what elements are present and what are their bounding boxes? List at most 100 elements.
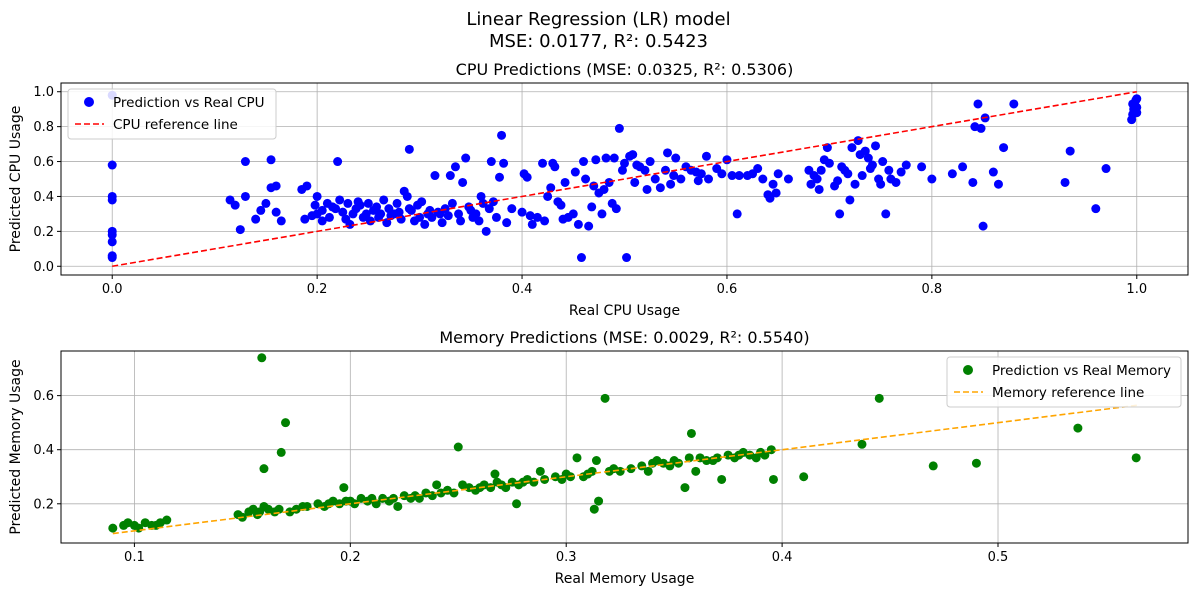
scatter-point — [361, 209, 371, 219]
scatter-point — [478, 198, 488, 208]
y-tick-label: 0.6 — [33, 389, 54, 404]
scatter-point — [107, 160, 117, 170]
scatter-point — [540, 216, 550, 226]
scatter-point — [474, 216, 484, 226]
scatter-point — [874, 393, 884, 403]
legend-box — [946, 356, 1182, 408]
scatter-point — [499, 158, 509, 168]
scatter-point — [591, 155, 601, 165]
scatter-point — [806, 179, 816, 189]
y-axis-label: Predicted Memory Usage — [8, 359, 24, 534]
scatter-point — [543, 191, 553, 201]
scatter-point — [392, 198, 402, 208]
scatter-point — [734, 171, 744, 181]
scatter-point — [824, 158, 834, 168]
x-tick-label: 0.8 — [922, 282, 943, 297]
scatter-point — [722, 155, 732, 165]
scatter-point — [863, 153, 873, 163]
scatter-point — [669, 171, 679, 181]
x-tick-label: 0.2 — [307, 282, 328, 297]
axes-frame — [60, 350, 1189, 544]
scatter-point — [704, 174, 714, 184]
scatter-point — [522, 172, 532, 182]
scatter-point — [396, 214, 406, 224]
scatter-point — [660, 165, 670, 175]
legend-label-line: Memory reference line — [992, 385, 1144, 401]
scatter-point — [394, 207, 404, 217]
scatter-point — [402, 191, 412, 201]
scatter-point — [461, 153, 471, 163]
scatter-point — [620, 158, 629, 168]
scatter-point — [702, 456, 712, 466]
scatter-point — [1073, 423, 1083, 433]
scatter-point — [363, 198, 373, 208]
legend-label-scatter: Prediction vs Real CPU — [113, 95, 265, 111]
scatter-point — [271, 207, 281, 217]
scatter-point — [717, 474, 727, 484]
scatter-point — [529, 477, 539, 487]
scatter-point — [453, 442, 463, 452]
scatter-point — [857, 439, 867, 449]
scatter-point — [484, 204, 494, 214]
scatter-point — [1065, 146, 1075, 156]
scatter-point — [857, 171, 867, 181]
scatter-point — [450, 162, 460, 172]
y-tick-label: 0.8 — [33, 120, 54, 135]
scatter-point — [814, 184, 824, 194]
scatter-point — [771, 188, 781, 198]
x-tick-label: 0.4 — [772, 550, 793, 565]
scatter-point — [630, 177, 640, 187]
x-axis-label: Real CPU Usage — [569, 303, 680, 319]
scatter-point — [971, 458, 981, 468]
scatter-point — [317, 205, 327, 215]
scatter-point — [535, 466, 545, 476]
y-tick-label: 0.4 — [33, 443, 54, 458]
scatter-point — [773, 169, 783, 179]
scatter-point — [538, 158, 548, 168]
scatter-point — [570, 167, 580, 177]
scatter-point — [597, 209, 607, 219]
scatter-point — [1060, 177, 1070, 187]
scatter-point — [379, 195, 389, 205]
scatter-point — [331, 204, 341, 214]
scatter-point — [640, 165, 650, 175]
scatter-point — [1101, 164, 1111, 174]
scatter-point — [517, 207, 527, 217]
scatter-point — [812, 174, 822, 184]
scatter-point — [256, 205, 266, 215]
scatter-point — [261, 198, 271, 208]
legend-marker-scatter — [963, 365, 973, 375]
scatter-point — [432, 480, 442, 490]
scatter-point — [758, 174, 768, 184]
scatter-point — [999, 143, 1009, 153]
scatter-point — [491, 212, 501, 222]
scatter-point — [107, 226, 117, 236]
scatter-point — [525, 211, 535, 221]
scatter-point — [481, 226, 491, 236]
scatter-point — [430, 171, 440, 181]
scatter-point — [973, 99, 983, 109]
scatter-point — [876, 179, 886, 189]
x-tick-label: 0.5 — [988, 550, 1009, 565]
cpu-predictions-chart: 0.0 0.2 0.4 0.6 0.8 1.0 0.0 0.2 0.4 0.6 0.8 1.0 CPU … — [8, 60, 1189, 319]
legend-label-scatter: Prediction vs Real Memory — [992, 363, 1171, 379]
scatter-point — [1131, 453, 1141, 463]
scatter-point — [107, 237, 117, 247]
scatter-point — [240, 157, 250, 167]
scatter-point — [486, 157, 496, 167]
scatter-point — [427, 212, 437, 222]
scatter-point — [686, 428, 696, 438]
scatter-point — [417, 197, 427, 207]
scatter-point — [727, 171, 737, 181]
scatter-point — [445, 171, 455, 181]
scatter-point — [768, 474, 778, 484]
scatter-point — [684, 453, 694, 463]
scatter-point — [860, 146, 870, 156]
scatter-point — [490, 469, 500, 479]
scatter-point — [376, 209, 386, 219]
y-tick-label: 0.6 — [33, 155, 54, 170]
axes-frame — [60, 82, 1189, 276]
scatter-point — [495, 172, 505, 182]
scatter-point — [701, 151, 711, 161]
